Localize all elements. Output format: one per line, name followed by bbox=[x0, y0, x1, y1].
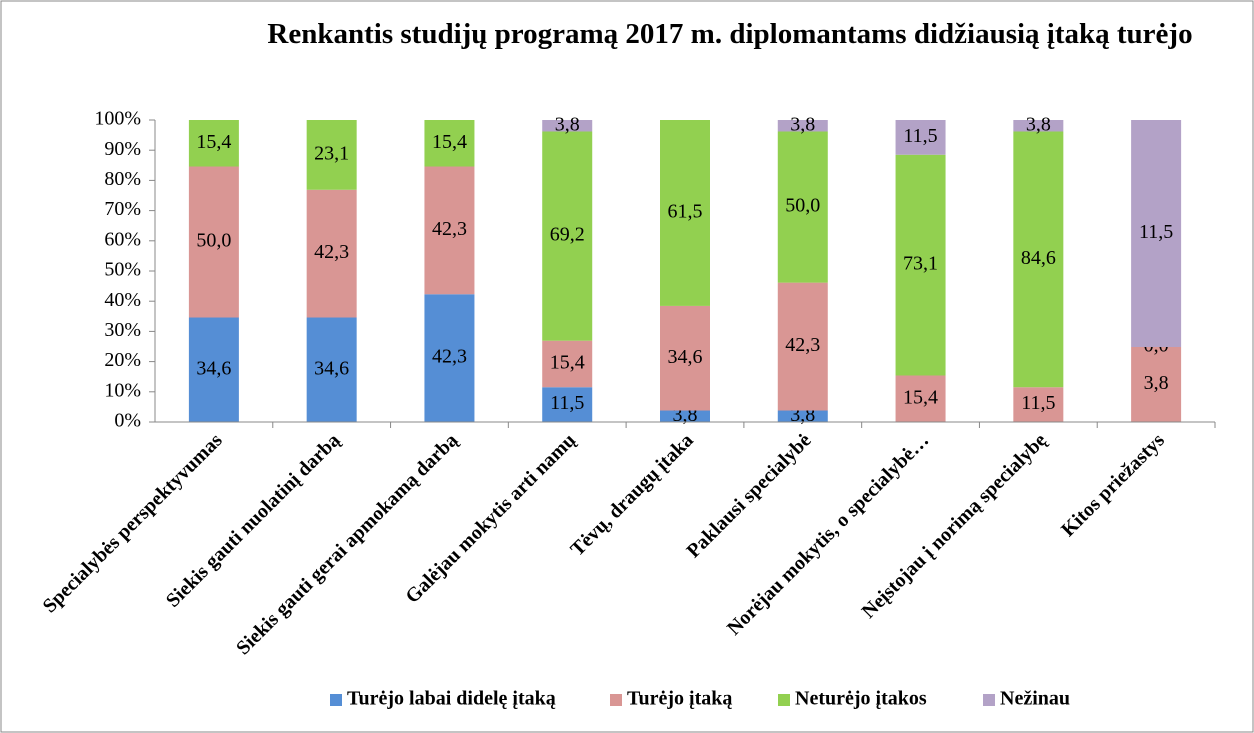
bar-segment bbox=[542, 340, 593, 388]
data-label: 42,3 bbox=[785, 334, 820, 356]
legend-swatch bbox=[778, 694, 790, 706]
data-label: 69,2 bbox=[550, 224, 585, 246]
legend-label: Neturėjo įtakos bbox=[795, 688, 927, 710]
bar-segment bbox=[188, 166, 239, 318]
data-label: 15,4 bbox=[196, 131, 231, 153]
data-label: 11,5 bbox=[550, 392, 584, 414]
data-label: 11,5 bbox=[903, 125, 937, 147]
bar-segment bbox=[660, 305, 710, 411]
data-label: 15,4 bbox=[903, 386, 938, 408]
bar-segment bbox=[777, 120, 828, 132]
bar-segment bbox=[895, 120, 946, 155]
bar-segment bbox=[306, 120, 357, 190]
bar-segment bbox=[777, 131, 828, 283]
data-label: 3,8 bbox=[555, 113, 580, 135]
y-tick-label: 10% bbox=[104, 379, 141, 401]
bar-segment bbox=[542, 387, 593, 422]
legend-label: Turėjo įtaką bbox=[627, 688, 732, 710]
data-label: 11,5 bbox=[1139, 221, 1173, 243]
data-label: 50,0 bbox=[785, 195, 820, 217]
data-label: 3,8 bbox=[790, 113, 815, 135]
y-tick-label: 50% bbox=[104, 259, 141, 281]
legend-swatch bbox=[983, 694, 995, 706]
bar-segment bbox=[777, 410, 828, 422]
y-tick-label: 0% bbox=[114, 410, 141, 432]
data-label: 34,6 bbox=[196, 357, 231, 379]
y-tick-label: 70% bbox=[104, 198, 141, 220]
bar-segment bbox=[424, 166, 475, 295]
chart-title: Renkantis studijų programą 2017 m. diplo… bbox=[267, 18, 1193, 50]
y-tick-label: 20% bbox=[104, 349, 141, 371]
bar-segment bbox=[1013, 131, 1064, 388]
legend-label: Nežinau bbox=[1000, 688, 1070, 710]
data-label: 34,6 bbox=[668, 346, 703, 368]
bar-segment bbox=[777, 282, 828, 411]
data-label: 42,3 bbox=[432, 346, 467, 368]
bar-segment bbox=[1131, 120, 1182, 347]
bar-segment bbox=[306, 189, 357, 318]
bar-segment bbox=[424, 120, 475, 167]
y-tick-label: 90% bbox=[104, 138, 141, 160]
bar-segment bbox=[1013, 120, 1064, 132]
bar-segment bbox=[1131, 346, 1182, 422]
bar-segment bbox=[895, 154, 946, 376]
bar-segment bbox=[542, 120, 593, 132]
data-label: 3,8 bbox=[1026, 113, 1051, 135]
data-label: 42,3 bbox=[432, 218, 467, 240]
y-tick-label: 80% bbox=[104, 168, 141, 190]
bar-segment bbox=[188, 317, 239, 422]
data-label: 34,6 bbox=[314, 357, 349, 379]
data-label: 42,3 bbox=[314, 241, 349, 263]
y-tick-label: 60% bbox=[104, 228, 141, 250]
bar-segment bbox=[1013, 387, 1064, 422]
y-tick-label: 30% bbox=[104, 319, 141, 341]
bar-segment bbox=[424, 294, 475, 422]
bar-segment bbox=[660, 410, 710, 422]
data-label: 61,5 bbox=[668, 201, 703, 223]
data-label: 50,0 bbox=[196, 230, 231, 252]
bar-segment bbox=[542, 131, 593, 341]
bar-segment bbox=[306, 317, 357, 422]
data-label: 11,5 bbox=[1021, 392, 1055, 414]
legend-swatch bbox=[330, 694, 342, 706]
y-tick-label: 40% bbox=[104, 289, 141, 311]
data-label: 23,1 bbox=[314, 142, 349, 164]
bar-segment bbox=[660, 120, 710, 306]
data-label: 15,4 bbox=[550, 352, 585, 374]
y-tick-label: 100% bbox=[94, 108, 141, 130]
bar-segment bbox=[895, 375, 946, 422]
bar-segment bbox=[188, 120, 239, 167]
legend-swatch bbox=[610, 694, 622, 706]
legend-label: Turėjo labai didelę įtaką bbox=[347, 688, 556, 710]
data-label: 3,8 bbox=[1144, 372, 1169, 394]
data-label: 73,1 bbox=[903, 253, 938, 275]
data-label: 84,6 bbox=[1021, 247, 1056, 269]
data-label: 15,4 bbox=[432, 131, 467, 153]
